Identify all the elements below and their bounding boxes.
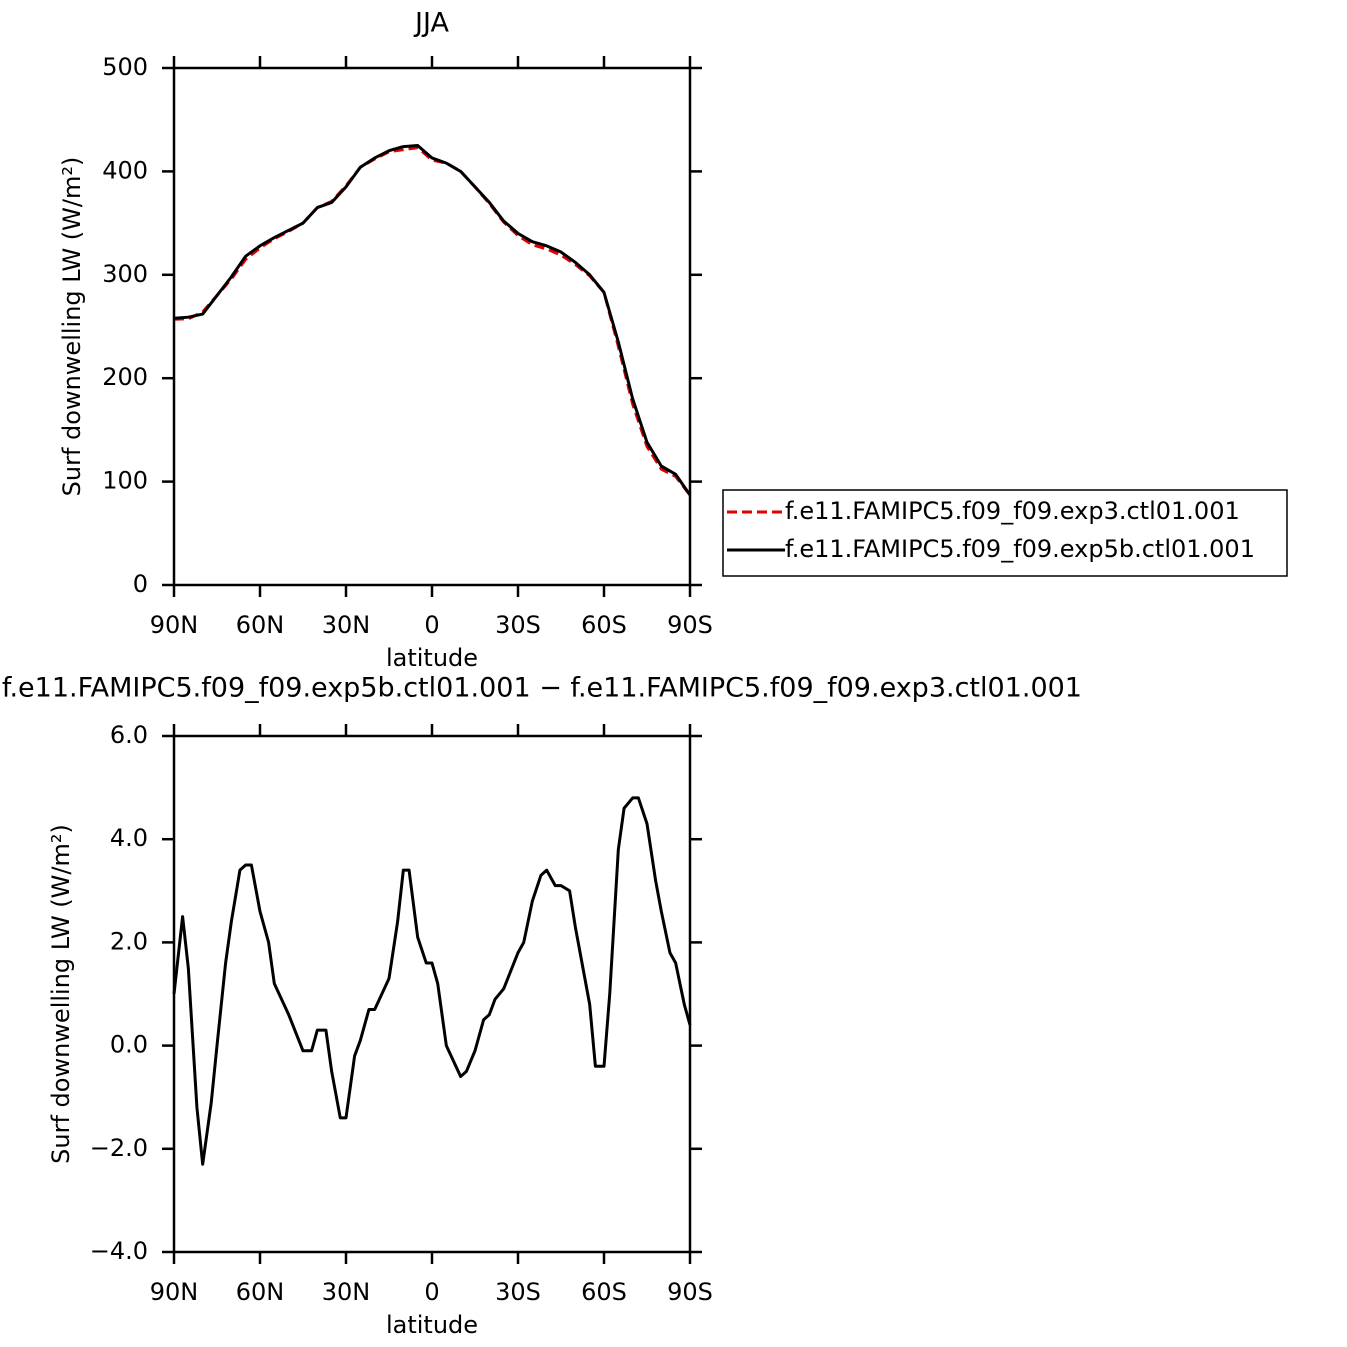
y-tick-label: 4.0 — [110, 824, 148, 852]
y-tick-label: −2.0 — [90, 1134, 148, 1162]
x-tick-label: 30S — [495, 1278, 541, 1306]
x-tick-label: 30N — [322, 611, 371, 639]
x-axis-label: latitude — [386, 1311, 478, 1339]
x-tick-label: 0 — [424, 611, 439, 639]
x-tick-label: 0 — [424, 1278, 439, 1306]
y-tick-label: 6.0 — [110, 721, 148, 749]
y-tick-label: 0 — [133, 570, 148, 598]
plot-frame — [172, 66, 692, 587]
chart-title: f.e11.FAMIPC5.f09_f09.exp5b.ctl01.001 − … — [2, 673, 1082, 704]
x-tick-label: 60N — [236, 1278, 285, 1306]
x-tick-label: 90S — [667, 611, 713, 639]
data-line — [172, 796, 692, 1166]
x-tick-label: 60N — [236, 611, 285, 639]
x-tick-label: 90N — [150, 611, 199, 639]
x-tick-label: 60S — [581, 1278, 627, 1306]
y-tick-label: 400 — [102, 156, 148, 184]
y-tick-label: 300 — [102, 260, 148, 288]
legend-label: f.e11.FAMIPC5.f09_f09.exp3.ctl01.001 — [785, 497, 1240, 525]
y-tick-label: 100 — [102, 467, 148, 495]
y-tick-label: 200 — [102, 363, 148, 391]
y-tick-label: −4.0 — [90, 1237, 148, 1265]
x-tick-label: 90N — [150, 1278, 199, 1306]
legend-label: f.e11.FAMIPC5.f09_f09.exp5b.ctl01.001 — [785, 535, 1255, 563]
y-axis-label: Surf downwelling LW (W/m²) — [58, 157, 86, 497]
plot-frame — [172, 734, 692, 1254]
x-tick-label: 30N — [322, 1278, 371, 1306]
data-line — [173, 144, 692, 496]
x-tick-label: 60S — [581, 611, 627, 639]
x-tick-label: 30S — [495, 611, 541, 639]
chart-title: JJA — [413, 8, 449, 39]
y-tick-label: 0.0 — [110, 1031, 148, 1059]
x-tick-label: 90S — [667, 1278, 713, 1306]
y-tick-label: 500 — [102, 53, 148, 81]
x-axis-label: latitude — [386, 644, 478, 672]
y-axis-label: Surf downwelling LW (W/m²) — [47, 824, 75, 1164]
y-tick-label: 2.0 — [110, 927, 148, 955]
legend-box — [722, 489, 1288, 577]
